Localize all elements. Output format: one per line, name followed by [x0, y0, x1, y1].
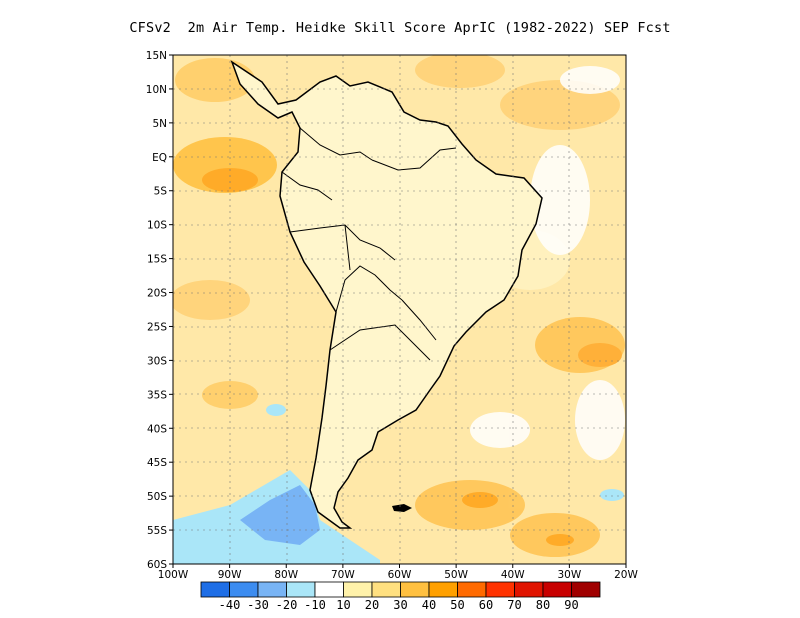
colorbar-swatch	[314, 581, 344, 598]
map-title: CFSv2 2m Air Temp. Heidke Skill Score Ap…	[129, 20, 671, 36]
lon-label: 40W	[501, 569, 525, 581]
lat-label: 10S	[147, 220, 167, 232]
colorbar-swatch	[229, 581, 259, 598]
lat-label: 30S	[147, 355, 167, 367]
lat-label: 60S	[147, 559, 167, 571]
lat-label: 20S	[147, 288, 167, 300]
lat-label: 55S	[147, 525, 167, 537]
lon-label: 20W	[614, 569, 638, 581]
lat-label: 40S	[147, 423, 167, 435]
colorbar-swatch	[571, 581, 601, 598]
lat-label: 50S	[147, 491, 167, 503]
lat-label: EQ	[152, 152, 167, 164]
falkland-islands	[392, 504, 412, 512]
colorbar-swatch	[485, 581, 515, 598]
colorbar-swatch	[286, 581, 316, 598]
warm-anomaly-areas	[173, 55, 625, 557]
colorbar-swatch	[257, 581, 287, 598]
colorbar-swatch	[200, 581, 230, 598]
country-borders	[281, 127, 457, 361]
colorbar-swatch	[457, 581, 487, 598]
colorbar-swatch	[343, 581, 373, 598]
colorbar-swatch	[371, 581, 401, 598]
lon-label: 30W	[558, 569, 582, 581]
colorbar	[200, 581, 601, 598]
south-america-landmass	[230, 60, 543, 529]
lon-label: 80W	[274, 569, 298, 581]
lat-label: 10N	[146, 84, 167, 96]
lat-label: 5N	[152, 118, 167, 130]
longitude-axis: 100W 90W 80W 70W 60W 50W 40W 30W 20W	[158, 564, 638, 581]
lat-label: 5S	[154, 186, 168, 198]
lat-label: 15S	[147, 254, 167, 266]
colorbar-swatch	[428, 581, 458, 598]
colorbar-swatch	[400, 581, 430, 598]
colorbar-swatch	[514, 581, 544, 598]
lon-label: 100W	[158, 569, 189, 581]
lat-label: 25S	[147, 321, 167, 333]
lon-label: 70W	[331, 569, 355, 581]
lat-label: 15N	[146, 50, 167, 62]
latitude-axis: 15N 10N 5N EQ 5S 10S 15S 20S 25S 30S 35S 40S 45S 50S 5…	[146, 50, 173, 571]
lon-label: 60W	[388, 569, 412, 581]
lon-label: 90W	[218, 569, 242, 581]
lon-label: 50W	[444, 569, 468, 581]
map-gridlines	[173, 55, 626, 564]
lat-label: 35S	[147, 389, 167, 401]
lat-label: 45S	[147, 457, 167, 469]
colorbar-swatch	[542, 581, 572, 598]
